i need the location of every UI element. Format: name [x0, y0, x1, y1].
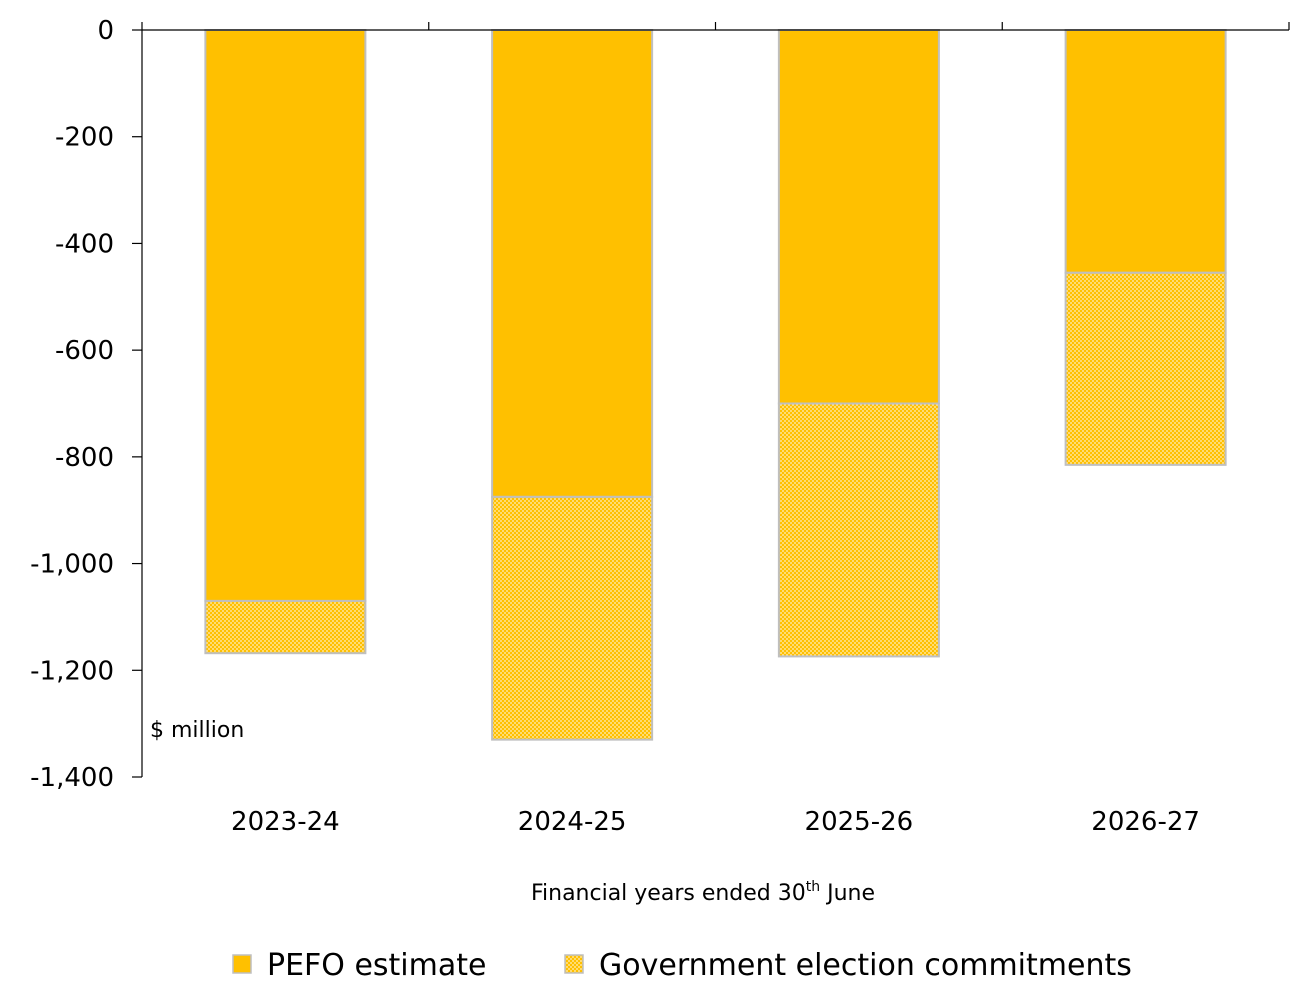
x-tick-label: 2025-26	[805, 807, 914, 837]
y-tick-label: -200	[55, 123, 114, 153]
y-tick-label: -400	[55, 229, 114, 259]
bar-election-commitments-2026-27	[1064, 271, 1227, 466]
x-axis-title: Financial years ended 30th June	[531, 879, 875, 906]
legend-swatch-election-commitments	[564, 954, 584, 974]
bar-pefo-estimate-2025-26	[777, 29, 940, 405]
x-tick-label: 2026-27	[1091, 807, 1200, 837]
x-axis-title-main: Financial years ended 30	[531, 881, 806, 906]
x-tick-label: 2024-25	[518, 807, 627, 837]
y-tick-label: -800	[55, 443, 114, 473]
y-tick-label: 0	[97, 16, 114, 46]
y-unit-label: $ million	[150, 718, 244, 743]
y-tick-label: -1,400	[30, 763, 114, 793]
bar-pefo-estimate-2023-24	[204, 29, 367, 602]
y-tick-label: -1,200	[30, 656, 114, 686]
y-tick-label: -600	[55, 336, 114, 366]
bar-election-commitments-2023-24	[204, 599, 367, 655]
x-axis-title-superscript: th	[806, 879, 820, 895]
axes-layer: 2023-24 2024-25 2025-26 2026-27 0 -200 -400 -60…	[30, 16, 1290, 837]
bars-layer	[204, 29, 1227, 741]
legend-label-election-commitments: Government election commitments	[599, 948, 1132, 982]
legend-swatch-pefo-estimate	[232, 954, 252, 974]
x-axis-title-suffix: June	[820, 881, 875, 906]
y-tick-label: -1,000	[30, 550, 114, 580]
bar-pefo-estimate-2026-27	[1064, 29, 1227, 274]
bar-pefo-estimate-2024-25	[491, 29, 654, 498]
x-tick-label: 2023-24	[231, 807, 340, 837]
bar-election-commitments-2024-25	[491, 495, 654, 741]
bar-election-commitments-2025-26	[777, 402, 940, 658]
legend-label-pefo-estimate: PEFO estimate	[267, 948, 486, 982]
legend: PEFO estimate Government election commitm…	[232, 948, 1132, 982]
